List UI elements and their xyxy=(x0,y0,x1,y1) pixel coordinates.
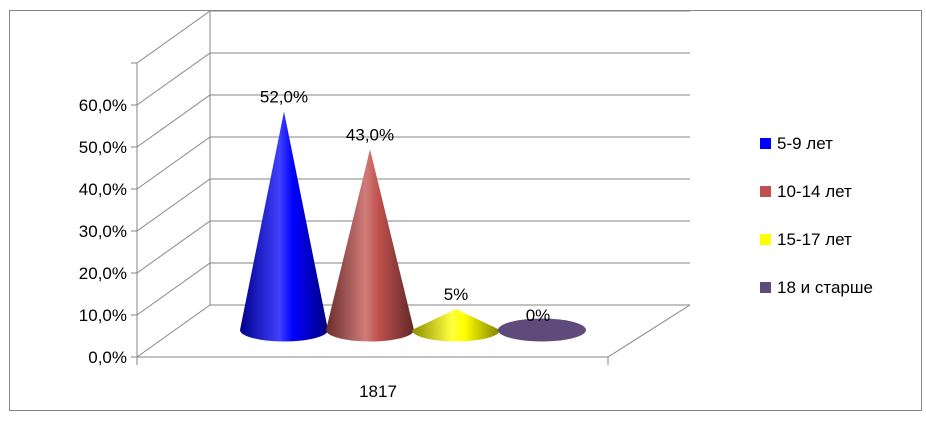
y-tick-label: 0,0% xyxy=(88,348,127,367)
gridline xyxy=(136,262,690,316)
gridline xyxy=(136,178,690,232)
data-label: 5% xyxy=(444,285,469,304)
legend-label: 10-14 лет xyxy=(777,182,852,201)
y-axis-ticks: 0,0% 10,0% 20,0% 30,0% 40,0% 50,0% 60,0% xyxy=(79,96,127,367)
legend-swatch xyxy=(760,186,771,197)
gridline xyxy=(136,94,690,148)
legend: 5-9 лет 10-14 лет 15-17 лет 18 и старше xyxy=(760,134,873,297)
legend-swatch xyxy=(760,138,771,149)
y-tick-label: 50,0% xyxy=(79,138,127,157)
gridline xyxy=(136,220,690,274)
x-axis: 1817 xyxy=(359,382,397,401)
x-tick-label: 1817 xyxy=(359,382,397,401)
gridlines xyxy=(131,10,690,365)
gridline xyxy=(136,52,690,106)
cone-18-и-старше xyxy=(498,318,586,342)
gridline xyxy=(136,10,690,64)
legend-label: 18 и старше xyxy=(777,278,873,297)
cones xyxy=(240,111,586,342)
data-label: 43,0% xyxy=(346,125,394,144)
legend-label: 15-17 лет xyxy=(777,230,852,249)
data-label: 0% xyxy=(526,306,551,325)
y-tick-label: 10,0% xyxy=(79,306,127,325)
cone-10-14-лет xyxy=(326,149,414,342)
cone-15-17-лет xyxy=(412,309,500,342)
legend-label: 5-9 лет xyxy=(777,134,833,153)
y-tick-label: 40,0% xyxy=(79,180,127,199)
cone-5-9-лет xyxy=(240,111,328,342)
legend-swatch xyxy=(760,234,771,245)
y-tick-label: 30,0% xyxy=(79,222,127,241)
y-tick-label: 60,0% xyxy=(79,96,127,115)
legend-swatch xyxy=(760,282,771,293)
gridline xyxy=(136,136,690,190)
y-tick-label: 20,0% xyxy=(79,264,127,283)
data-label: 52,0% xyxy=(260,88,308,107)
gridline xyxy=(136,304,690,358)
data-labels: 52,0% 43,0% 5% 0% xyxy=(260,88,550,325)
